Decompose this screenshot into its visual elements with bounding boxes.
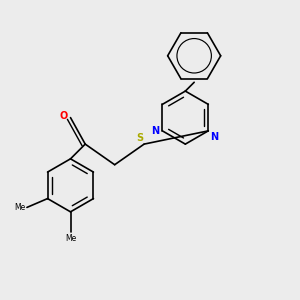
Text: Me: Me (65, 234, 76, 243)
Text: N: N (210, 132, 218, 142)
Text: N: N (151, 126, 159, 136)
Text: S: S (136, 133, 143, 143)
Text: Me: Me (14, 203, 26, 212)
Text: O: O (59, 111, 67, 121)
